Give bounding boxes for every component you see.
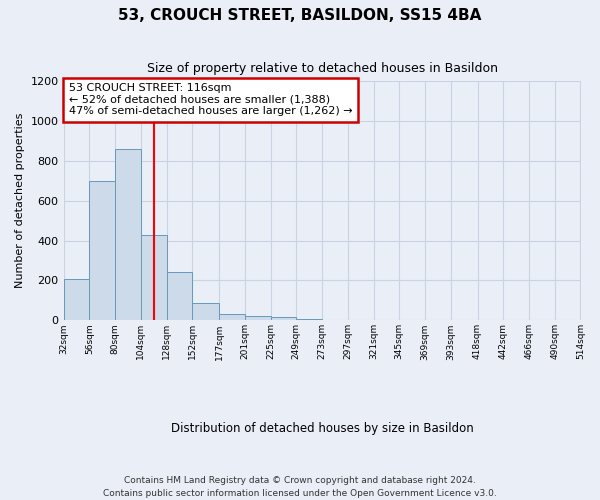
Bar bbox=[219, 314, 245, 320]
Title: Size of property relative to detached houses in Basildon: Size of property relative to detached ho… bbox=[146, 62, 497, 76]
Text: 53, CROUCH STREET, BASILDON, SS15 4BA: 53, CROUCH STREET, BASILDON, SS15 4BA bbox=[118, 8, 482, 22]
Text: 53 CROUCH STREET: 116sqm
← 52% of detached houses are smaller (1,388)
47% of sem: 53 CROUCH STREET: 116sqm ← 52% of detach… bbox=[69, 83, 352, 116]
Bar bbox=[141, 234, 167, 320]
X-axis label: Distribution of detached houses by size in Basildon: Distribution of detached houses by size … bbox=[170, 422, 473, 435]
Text: Contains HM Land Registry data © Crown copyright and database right 2024.
Contai: Contains HM Land Registry data © Crown c… bbox=[103, 476, 497, 498]
Y-axis label: Number of detached properties: Number of detached properties bbox=[15, 113, 25, 288]
Bar bbox=[271, 318, 296, 320]
Bar bbox=[245, 316, 271, 320]
Bar bbox=[89, 180, 115, 320]
Bar bbox=[167, 272, 192, 320]
Bar bbox=[296, 319, 322, 320]
Bar bbox=[64, 280, 89, 320]
Bar bbox=[115, 148, 141, 320]
Bar bbox=[192, 304, 219, 320]
